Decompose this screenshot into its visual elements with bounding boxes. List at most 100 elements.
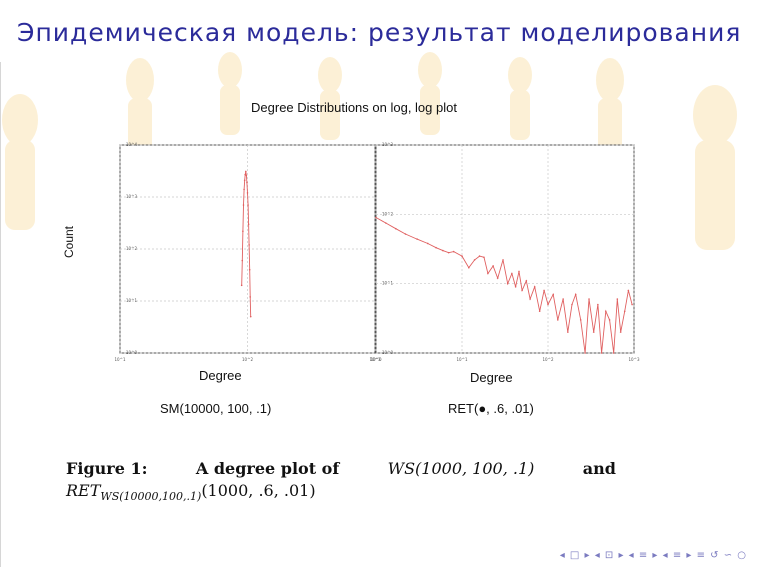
data-point	[241, 259, 244, 262]
data-point	[525, 279, 528, 282]
data-point	[538, 310, 541, 313]
data-point	[245, 174, 248, 177]
figure-caption-ws: WS(1000, 100, .1)	[387, 459, 535, 478]
figure-caption: Figure 1: A degree plot of WS(1000, 100,…	[66, 458, 616, 508]
data-point	[492, 265, 494, 267]
data-point	[246, 181, 248, 184]
data-point	[556, 319, 559, 321]
figure: Degree Distributions on log, log plot Co…	[60, 88, 648, 433]
y-tick-label: 10^1	[382, 281, 393, 286]
data-point	[511, 272, 513, 275]
degree-plots: 10^1 10^2 10^310^010^110^210^310^4 10^0 10^…	[115, 142, 640, 362]
data-point	[562, 298, 564, 300]
data-point	[605, 310, 607, 313]
data-point	[619, 331, 622, 333]
x-tick-label: 10^0	[371, 357, 382, 362]
beamer-navigation-symbols[interactable]: ◂ □ ▸ ◂ ⊡ ▸ ◂ ≡ ▸ ◂ ≡ ▸ ≡ ↺ ∽ ○	[559, 550, 747, 561]
data-point	[246, 192, 249, 194]
data-point	[502, 259, 504, 261]
data-point	[442, 249, 444, 252]
x-tick-label: 10^1	[115, 357, 126, 362]
data-point	[240, 284, 243, 287]
data-point	[592, 331, 595, 333]
data-point	[243, 179, 246, 182]
y-tick-label: 10^2	[382, 211, 393, 216]
data-point	[574, 293, 577, 296]
x-tick-label: 10^1	[457, 357, 468, 362]
y-tick-label: 10^2	[126, 246, 137, 251]
data-point	[248, 244, 250, 246]
data-point	[461, 255, 463, 257]
data-point	[579, 319, 582, 321]
figure-title: Degree Distributions on log, log plot	[251, 100, 457, 115]
data-point	[483, 256, 485, 259]
x-tick-label: 10^2	[242, 357, 253, 362]
figure-caption-ret-sub: WS(10000,100,.1)	[100, 490, 202, 504]
slide-title: Эпидемическая модель: результат моделиро…	[17, 18, 742, 47]
data-point	[375, 216, 377, 219]
data-point	[518, 270, 520, 273]
data-point	[514, 286, 517, 288]
data-point	[247, 223, 250, 225]
data-point	[242, 230, 244, 232]
plot-frame-1	[375, 144, 635, 354]
figure-caption-ret-args: (1000, .6, .01)	[201, 481, 316, 500]
data-point	[404, 233, 407, 235]
data-point	[529, 298, 531, 300]
data-point	[447, 251, 450, 254]
data-point	[600, 352, 603, 354]
data-point	[496, 277, 499, 279]
right-plot: 10^0 10^1 10^2 10^310^010^110^210^3	[371, 142, 640, 362]
data-point	[245, 170, 247, 173]
data-point	[244, 173, 247, 176]
series-line-1-0	[375, 217, 633, 354]
data-point	[384, 222, 387, 224]
data-point	[533, 286, 536, 288]
data-point	[571, 303, 573, 306]
data-point	[547, 303, 549, 306]
data-point	[468, 266, 470, 269]
data-point	[521, 289, 523, 292]
right-plot-caption: RET(●, .6, .01)	[448, 401, 534, 416]
right-x-axis-label: Degree	[470, 370, 513, 385]
data-point	[612, 352, 615, 354]
data-point	[247, 204, 249, 206]
left-x-axis-label: Degree	[199, 368, 242, 383]
figure-caption-and: and	[582, 459, 616, 478]
y-tick-label: 10^1	[126, 298, 137, 303]
data-point	[243, 188, 245, 191]
data-point	[473, 259, 476, 261]
figure-caption-text: A degree plot of	[195, 459, 340, 478]
data-point	[426, 242, 429, 245]
data-point	[543, 289, 545, 292]
data-point	[608, 319, 611, 321]
y-tick-label: 10^0	[382, 350, 393, 355]
data-point	[584, 352, 586, 354]
data-point	[452, 250, 455, 253]
data-point	[506, 282, 509, 285]
figure-caption-label: Figure 1:	[66, 459, 148, 478]
data-point	[395, 227, 397, 230]
data-point	[487, 272, 489, 275]
data-point	[631, 303, 633, 306]
figure-caption-ret: RET	[66, 481, 101, 500]
data-point	[242, 204, 245, 206]
x-tick-label: 10^3	[629, 357, 640, 362]
x-tick-label: 10^2	[543, 357, 554, 362]
x-tick-label: 10^3	[370, 357, 381, 362]
slide-left-border	[0, 62, 1, 567]
data-point	[435, 246, 437, 249]
data-point	[478, 255, 481, 257]
data-point	[416, 238, 418, 240]
left-plot-caption: SM(10000, 100, .1)	[160, 401, 272, 416]
data-point	[248, 268, 251, 271]
data-point	[597, 303, 599, 306]
data-point	[552, 293, 555, 296]
data-point	[249, 296, 252, 298]
data-point	[588, 298, 590, 300]
data-point	[623, 310, 626, 313]
y-tick-label: 10^3	[126, 194, 137, 199]
y-tick-label: 10^3	[382, 142, 393, 147]
background-figures-image	[2, 52, 737, 250]
